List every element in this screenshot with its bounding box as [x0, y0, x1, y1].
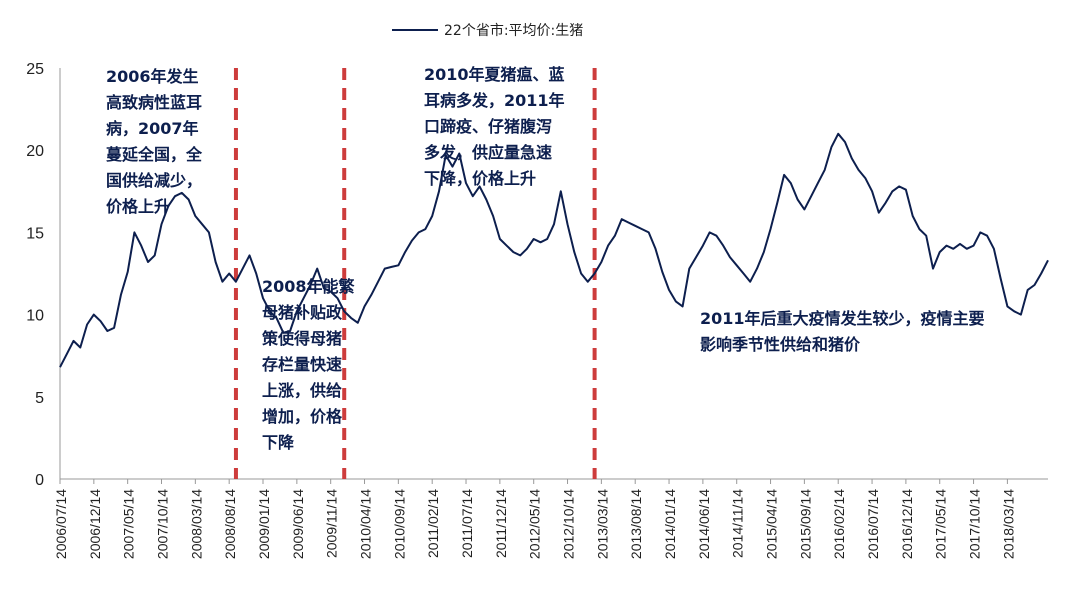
- x-tick-label: 2009/06/14: [290, 489, 306, 559]
- x-tick-label: 2015/09/14: [797, 489, 813, 559]
- annotation-line: 多发，供应量急速: [424, 143, 553, 162]
- annotation-2008-subsidy: 2008年能繁 母猪补贴政 策使得母猪 存栏量快速 上涨，供给 增加，价格 下降: [262, 274, 355, 456]
- x-tick-label: 2007/10/14: [155, 489, 171, 559]
- annotation-line: 影响季节性供给和猪价: [700, 335, 861, 354]
- x-tick-label: 2006/07/14: [53, 489, 69, 559]
- annotation-line: 下降: [262, 433, 295, 452]
- x-tick-label: 2015/04/14: [764, 489, 780, 559]
- annotation-line: 2011年后重大疫情发生较少，疫情主要: [700, 309, 985, 328]
- x-tick-label: 2011/12/14: [493, 489, 509, 558]
- annotation-post-2011: 2011年后重大疫情发生较少，疫情主要 影响季节性供给和猪价: [700, 306, 985, 358]
- x-tick-label: 2011/07/14: [459, 489, 475, 558]
- x-tick-label: 2010/04/14: [358, 489, 374, 559]
- x-tick-label: 2012/05/14: [527, 489, 543, 559]
- y-tick-label: 25: [26, 61, 44, 78]
- x-tick-label: 2009/11/14: [324, 489, 340, 558]
- annotation-line: 上涨，供给: [262, 381, 343, 400]
- x-tick-label: 2013/08/14: [628, 489, 644, 559]
- x-tick-label: 2008/03/14: [188, 489, 204, 559]
- x-tick-label: 2010/09/14: [391, 489, 407, 559]
- x-tick-label: 2014/11/14: [730, 489, 746, 558]
- annotation-line: 国供给减少，: [106, 171, 203, 190]
- x-tick-label: 2013/03/14: [594, 489, 610, 559]
- x-tick-label: 2017/05/14: [933, 489, 949, 559]
- annotation-line: 蔓延全国，全: [106, 145, 203, 164]
- annotation-line: 病，2007年: [106, 119, 199, 138]
- x-tick-label: 2011/02/14: [425, 489, 441, 558]
- x-tick-label: 2016/02/14: [831, 489, 847, 559]
- annotation-line: 口蹄疫、仔猪腹泻: [424, 117, 553, 136]
- annotation-line: 2010年夏猪瘟、蓝: [424, 65, 565, 84]
- y-tick-label: 5: [35, 390, 44, 407]
- x-tick-labels: 2006/07/14 2006/12/14 2007/05/14 2007/10/14…: [53, 479, 1016, 559]
- x-tick-label: 2014/06/14: [696, 489, 712, 559]
- x-tick-label: 2009/01/14: [256, 489, 272, 559]
- y-tick-labels: 0 5 10 15 20 25: [26, 61, 44, 489]
- annotation-line: 高致病性蓝耳: [106, 93, 203, 112]
- annotation-2010-disease: 2010年夏猪瘟、蓝 耳病多发，2011年 口蹄疫、仔猪腹泻 多发，供应量急速 …: [424, 62, 565, 192]
- x-tick-label: 2006/12/14: [87, 489, 103, 559]
- price-series-line: [59, 132, 1049, 368]
- legend-line-swatch: [392, 29, 438, 31]
- y-tick-label: 10: [26, 308, 44, 325]
- annotation-line: 存栏量快速: [262, 355, 343, 374]
- x-tick-label: 2018/03/14: [1000, 489, 1016, 559]
- annotation-2006-blue-ear: 2006年发生 高致病性蓝耳 病，2007年 蔓延全国，全 国供给减少， 价格上…: [106, 64, 202, 220]
- x-tick-label: 2008/08/14: [222, 489, 238, 559]
- annotation-line: 2006年发生: [106, 67, 199, 86]
- annotation-line: 2008年能繁: [262, 277, 355, 296]
- x-tick-label: 2016/12/14: [899, 489, 915, 559]
- y-tick-label: 0: [35, 472, 44, 489]
- annotation-line: 下降，价格上升: [424, 169, 537, 188]
- y-tick-label: 20: [26, 143, 44, 160]
- annotation-line: 母猪补贴政: [262, 303, 343, 322]
- y-tick-label: 15: [26, 225, 44, 242]
- annotation-line: 策使得母猪: [262, 329, 343, 348]
- legend-label: 22个省市:平均价:生猪: [444, 23, 584, 39]
- legend: 22个省市:平均价:生猪: [392, 20, 583, 40]
- x-tick-label: 2016/07/14: [865, 489, 881, 559]
- x-tick-label: 2012/10/14: [561, 489, 577, 559]
- annotation-line: 增加，价格: [262, 407, 343, 426]
- x-tick-label: 2014/01/14: [662, 489, 678, 559]
- annotation-line: 价格上升: [106, 197, 171, 216]
- x-tick-label: 2007/05/14: [121, 489, 137, 559]
- annotation-line: 耳病多发，2011年: [424, 91, 565, 110]
- x-tick-label: 2017/10/14: [967, 489, 983, 559]
